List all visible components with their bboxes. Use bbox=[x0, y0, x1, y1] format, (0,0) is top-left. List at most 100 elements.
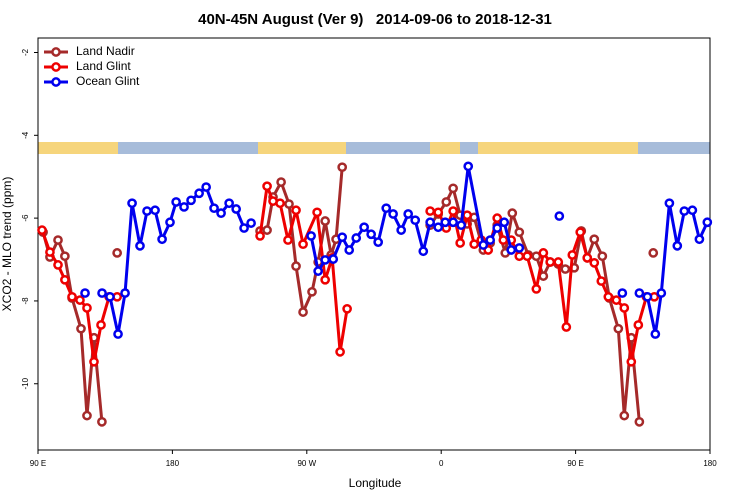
legend-swatch-marker bbox=[51, 47, 61, 57]
data-point bbox=[626, 356, 637, 367]
data-point bbox=[396, 225, 407, 235]
legend-label: Land Glint bbox=[76, 59, 131, 73]
data-point bbox=[337, 232, 348, 243]
data-point bbox=[507, 208, 518, 219]
data-point bbox=[165, 217, 175, 228]
data-point bbox=[135, 241, 145, 251]
data-point bbox=[328, 254, 339, 264]
data-point bbox=[157, 234, 167, 245]
data-point bbox=[664, 198, 675, 209]
data-point bbox=[201, 182, 211, 192]
data-point bbox=[262, 225, 272, 235]
data-point bbox=[224, 198, 234, 209]
data-point bbox=[514, 251, 525, 262]
data-point bbox=[97, 416, 107, 427]
data-point bbox=[275, 198, 285, 209]
data-point bbox=[611, 295, 622, 305]
data-point bbox=[89, 356, 99, 367]
data-point bbox=[335, 347, 345, 357]
data-point bbox=[553, 257, 564, 267]
data-point bbox=[672, 241, 683, 251]
data-point bbox=[589, 257, 600, 268]
data-point bbox=[650, 329, 661, 339]
data-point bbox=[337, 162, 348, 173]
data-point bbox=[342, 303, 352, 314]
data-point bbox=[53, 235, 63, 245]
x-tick-label: 90 E bbox=[567, 459, 583, 468]
data-point bbox=[45, 247, 55, 257]
data-point bbox=[613, 323, 624, 334]
data-point bbox=[425, 206, 435, 216]
data-point bbox=[545, 257, 556, 267]
data-point bbox=[433, 222, 444, 233]
data-point bbox=[209, 203, 219, 214]
data-point bbox=[306, 231, 316, 241]
data-point bbox=[462, 210, 473, 221]
data-point bbox=[82, 410, 92, 421]
data-point bbox=[96, 320, 106, 330]
data-point bbox=[359, 222, 369, 233]
data-point bbox=[514, 227, 525, 238]
data-point bbox=[433, 207, 444, 218]
data-point bbox=[617, 288, 628, 298]
data-point bbox=[150, 205, 160, 216]
data-point bbox=[575, 227, 586, 238]
data-point bbox=[634, 416, 645, 427]
data-point bbox=[82, 303, 92, 313]
land-band bbox=[258, 142, 346, 154]
data-point bbox=[463, 161, 474, 172]
data-point bbox=[514, 243, 525, 253]
data-point bbox=[194, 188, 204, 199]
data-point bbox=[554, 211, 565, 221]
data-point bbox=[171, 197, 181, 207]
land-band bbox=[478, 142, 638, 154]
data-point bbox=[366, 229, 377, 240]
data-point bbox=[216, 208, 226, 219]
data-point bbox=[142, 206, 152, 216]
data-point bbox=[634, 288, 645, 298]
legend-swatch-marker bbox=[51, 62, 61, 72]
plot-frame bbox=[37, 37, 711, 451]
data-point bbox=[284, 199, 294, 209]
data-point bbox=[492, 213, 503, 223]
data-point bbox=[410, 215, 421, 226]
chart-title: 40N-45N August (Ver 9) 2014-09-06 to 201… bbox=[198, 11, 552, 28]
data-point bbox=[619, 410, 630, 421]
y-tick-label: -4 bbox=[21, 131, 30, 139]
data-point bbox=[648, 248, 659, 258]
data-point bbox=[127, 198, 137, 209]
data-point bbox=[113, 329, 123, 339]
data-point bbox=[687, 205, 698, 216]
data-point bbox=[589, 234, 600, 245]
data-point bbox=[312, 207, 322, 218]
y-tick-label: -2 bbox=[21, 48, 30, 56]
data-point bbox=[582, 253, 593, 263]
data-point bbox=[298, 239, 308, 250]
data-point bbox=[97, 288, 107, 298]
x-tick-label: 90 E bbox=[30, 459, 46, 468]
data-point bbox=[478, 240, 489, 250]
data-point bbox=[231, 204, 242, 214]
data-point bbox=[53, 260, 63, 270]
x-tick-label: 0 bbox=[439, 459, 444, 468]
data-point bbox=[619, 303, 630, 313]
data-point bbox=[291, 261, 301, 272]
data-point bbox=[76, 323, 86, 334]
land-band bbox=[38, 142, 118, 154]
data-point bbox=[313, 266, 323, 276]
data-point bbox=[105, 291, 115, 302]
data-point bbox=[298, 307, 308, 317]
data-point bbox=[455, 238, 466, 248]
y-tick-label: -8 bbox=[21, 297, 30, 305]
data-point bbox=[456, 220, 467, 231]
data-point bbox=[255, 231, 265, 241]
y-tick-label: -10 bbox=[21, 377, 30, 389]
data-point bbox=[418, 246, 429, 257]
data-point bbox=[186, 195, 196, 206]
data-point bbox=[307, 286, 317, 297]
data-point bbox=[120, 288, 130, 298]
data-point bbox=[506, 245, 517, 255]
x-tick-label: 180 bbox=[166, 459, 180, 468]
data-point bbox=[67, 291, 77, 302]
data-point bbox=[246, 218, 256, 228]
